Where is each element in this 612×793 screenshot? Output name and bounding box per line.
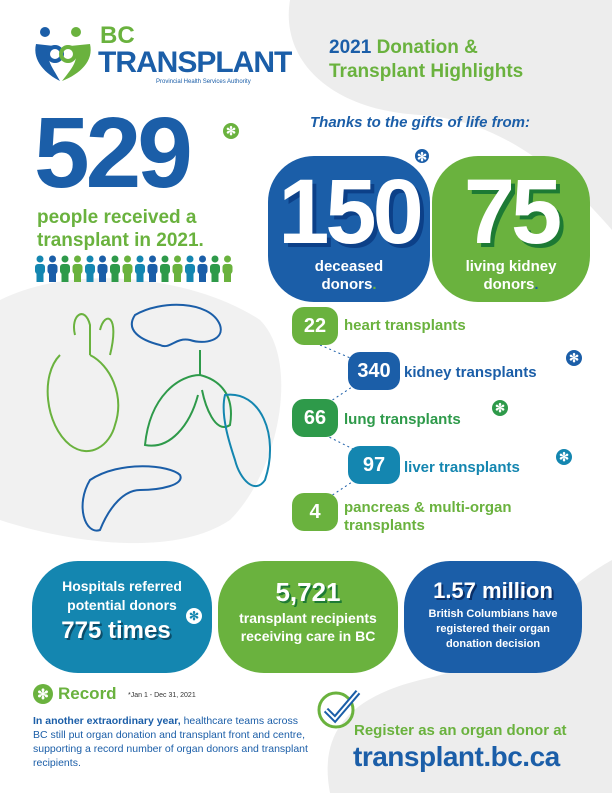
person-icon (122, 255, 133, 282)
person-icon (160, 255, 170, 282)
person-icon (222, 255, 233, 282)
living-donors-line1: living kidney (465, 258, 557, 275)
title-line2: Transplant Highlights (329, 61, 524, 82)
heart-label: heart transplants (344, 317, 466, 334)
record-paragraph: In another extraordinary year, healthcar… (33, 714, 313, 770)
organ-illustrations (46, 303, 271, 532)
registrations-line1: British Columbians have (428, 608, 558, 620)
registrations-number: 1.57 million (433, 578, 553, 603)
liver-count-badge: 97 (348, 446, 400, 484)
recipients-line2: receiving care in BC (240, 628, 376, 644)
referrals-line2: potential donors (67, 597, 177, 613)
person-icon (197, 255, 208, 282)
person-icon (135, 255, 145, 282)
kidney-count-badge: 340 (348, 352, 400, 390)
recipients-number: 5,721 (275, 577, 341, 607)
kidney-drawing (130, 303, 222, 348)
deceased-donors-line1: deceased (314, 258, 384, 275)
person-icon (110, 255, 120, 282)
record-note: *Jan 1 - Dec 31, 2021 (128, 692, 196, 699)
record-asterisk-icon: ✻ (566, 350, 582, 366)
record-asterisk-icon: ✻ (556, 449, 572, 465)
person-icon (47, 255, 58, 282)
hospital-referrals-card: Hospitals referred potential donors 775 … (32, 561, 212, 673)
heart-drawing (46, 313, 120, 452)
record-asterisk-icon: ✻ (223, 123, 239, 139)
pancreas-drawing (81, 465, 182, 532)
pancreas-label-line1: pancreas & multi-organ (344, 499, 512, 516)
referrals-number: 775 times (61, 617, 171, 644)
person-icon (85, 255, 95, 282)
pancreas-label-line2: transplants (344, 517, 425, 534)
person-icon (35, 255, 45, 282)
deceased-donors-line2: donors (321, 276, 373, 293)
checkmark-icon (317, 690, 361, 729)
liver-label: liver transplants (404, 459, 520, 476)
pancreas-label: pancreas & multi-organ transplants (344, 499, 512, 535)
person-icon (172, 255, 183, 282)
living-donors-line2: donors (483, 276, 535, 293)
record-body: healthcare teams across BC still put org… (33, 715, 308, 769)
liver-drawing (222, 393, 271, 488)
people-icons (35, 255, 233, 282)
page-title: 2021 Donation & Transplant Highlights (329, 36, 523, 84)
person-icon (60, 255, 70, 282)
headline-text: people received a transplant in 2021. (37, 206, 204, 252)
registrations-line3: donation decision (445, 638, 541, 650)
person-icon (97, 255, 108, 282)
bc-transplant-logo-icon (35, 27, 91, 81)
thanks-text: Thanks to the gifts of life from: (310, 114, 530, 131)
person-icon (185, 255, 195, 282)
register-text: Register as an organ donor at (354, 722, 567, 739)
pancreas-count-badge: 4 (292, 493, 338, 531)
logo-subtitle: Provincial Health Services Authority (156, 79, 251, 85)
lung-drawing (143, 350, 232, 447)
record-asterisk-icon: ✻ (186, 608, 202, 624)
record-label: Record (58, 684, 117, 703)
headline-line2: transplant in 2021. (37, 230, 204, 251)
record-asterisk-icon: ✻ (492, 400, 508, 416)
record-lead: In another extraordinary year, (33, 715, 181, 727)
recipients-line1: transplant recipients (239, 610, 377, 626)
lung-label: lung transplants (344, 411, 461, 428)
lung-count-badge: 66 (292, 399, 338, 437)
registrations-card: 1.57 million British Columbians have reg… (404, 561, 582, 673)
record-asterisk-icon: ✻ (414, 148, 430, 164)
registrations-line2: registered their organ (436, 623, 550, 635)
deceased-donors-number: 150 (278, 161, 424, 263)
headline-line1: people received a (37, 207, 197, 228)
logo-transplant: TRANSPLANT (98, 46, 292, 79)
headline-number: 529 (34, 97, 193, 209)
title-year: 2021 (329, 37, 372, 58)
logo-bc: BC (100, 22, 135, 49)
referrals-line1: Hospitals referred (62, 578, 182, 594)
register-link[interactable]: transplant.bc.ca (353, 741, 560, 772)
title-line1: Donation & (376, 37, 478, 58)
deceased-donors-card: 150 deceased donors. (268, 156, 430, 302)
person-icon (210, 255, 220, 282)
living-donors-number: 75 (463, 161, 562, 263)
kidney-label: kidney transplants (404, 364, 537, 381)
person-icon (147, 255, 158, 282)
person-icon (72, 255, 83, 282)
heart-count-badge: 22 (292, 307, 338, 345)
living-donors-card: 75 living kidney donors. (432, 156, 590, 302)
record-asterisk-icon: ✻ (33, 684, 53, 704)
recipients-card: 5,721 transplant recipients receiving ca… (218, 561, 398, 673)
